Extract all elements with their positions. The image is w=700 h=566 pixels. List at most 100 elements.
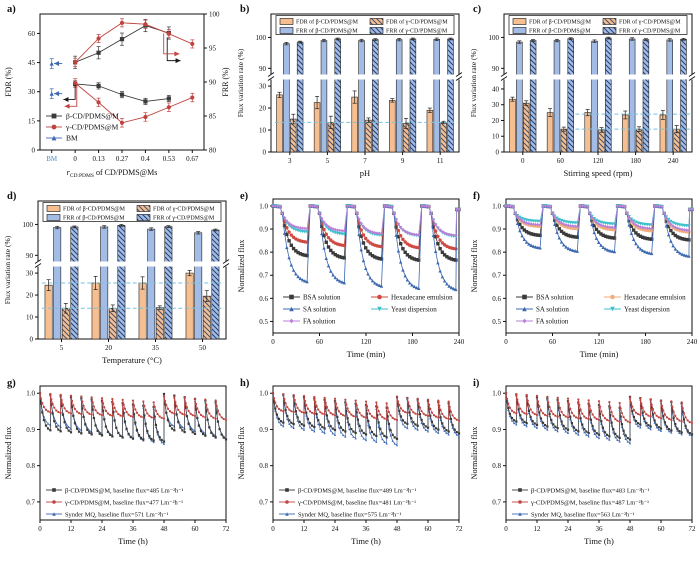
svg-text:30: 30 [26, 270, 34, 278]
svg-text:Hexadecane emulsion: Hexadecane emulsion [624, 294, 686, 302]
svg-text:7: 7 [363, 157, 367, 165]
error-bars [46, 224, 218, 314]
svg-text:e): e) [240, 191, 249, 202]
svg-text:5: 5 [60, 344, 64, 352]
svg-text:0: 0 [521, 157, 525, 165]
panel-i-chart: 0 12 24 36 48 60 72 0.7 0.8 0.9 1.0 Time (h) Normali… [470, 378, 697, 546]
svg-text:12: 12 [301, 525, 309, 533]
svg-text:72: 72 [689, 525, 697, 533]
svg-text:Time (h): Time (h) [351, 536, 381, 546]
panel-g: 0 12 24 36 48 60 72 0.7 0.8 0.9 1.0 Time (h) Normali… [0, 374, 233, 561]
svg-text:12: 12 [534, 525, 542, 533]
panel-g-chart: 0 12 24 36 48 60 72 0.7 0.8 0.9 1.0 Time (h) Normali… [4, 378, 230, 546]
svg-text:0.8: 0.8 [259, 462, 268, 470]
svg-text:0: 0 [32, 147, 36, 155]
series-BM [49, 58, 54, 99]
panel-a-content: 0 15 30 45 60 80 85 90 95 100 BM 0 0.13 0.27 0.4 0.53 0.… [4, 11, 230, 180]
svg-text:h): h) [240, 378, 250, 389]
svg-text:180: 180 [640, 338, 651, 346]
svg-text:60: 60 [549, 338, 557, 346]
svg-text:pH: pH [360, 168, 370, 178]
svg-text:b): b) [240, 4, 250, 15]
svg-text:36: 36 [363, 525, 371, 533]
svg-text:48: 48 [394, 525, 402, 533]
svg-text:20: 20 [259, 105, 267, 113]
legend: β-CD/PDMS@M, baseline flux=489 Lm⁻²h⁻¹ γ-… [279, 487, 417, 518]
svg-text:Normalized flux: Normalized flux [4, 427, 13, 480]
legend: FDR of β-CD/PDMS@M FRR of β-CD/PDMS@M FDR … [275, 15, 455, 35]
svg-text:0.7: 0.7 [492, 498, 501, 506]
svg-text:Stirring speed (rpm): Stirring speed (rpm) [564, 168, 633, 178]
svg-text:FRR (%): FRR (%) [221, 67, 230, 96]
svg-text:FDR of β-CD/PDMS@M: FDR of β-CD/PDMS@M [296, 19, 359, 26]
legend: β-CD/PDMS@M, baseline flux=483 Lm⁻²h⁻¹ γ-… [512, 487, 650, 518]
svg-text:50: 50 [199, 344, 207, 352]
svg-text:60: 60 [28, 30, 36, 38]
svg-text:a): a) [7, 4, 16, 15]
svg-text:0.4: 0.4 [141, 155, 150, 163]
svg-text:9: 9 [401, 157, 405, 165]
panel-f-chart: 0 60 120 180 240 0.5 0.6 0.7 0.8 0.9 1.0 Time (min)… [470, 191, 698, 359]
series-γ-CD/PDMS@M, baseline flux=481 Lm⁻²h⁻¹ [271, 392, 461, 422]
svg-text:60: 60 [658, 525, 666, 533]
svg-text:Time (h): Time (h) [118, 536, 148, 546]
error-bars [510, 36, 686, 134]
svg-text:90: 90 [492, 65, 500, 73]
series-FRR of γ-CD/PDMS@M [73, 18, 195, 67]
svg-text:90: 90 [209, 79, 217, 87]
svg-text:γ-CD/PDMS@M, baseline flux=481: γ-CD/PDMS@M, baseline flux=481 Lm⁻²h⁻¹ [297, 499, 416, 506]
panel-i-content: 0 12 24 36 48 60 72 0.7 0.8 0.9 1.0 Time (h) Normali… [470, 385, 697, 546]
svg-text:120: 120 [593, 157, 604, 165]
svg-text:0: 0 [496, 149, 500, 157]
svg-text:0.67: 0.67 [186, 155, 199, 163]
panel-e-chart: 0 60 120 180 240 0.5 0.6 0.7 0.8 0.9 1.0 Time (min)… [237, 191, 465, 359]
svg-text:FRR of γ-CD/PDMS@M: FRR of γ-CD/PDMS@M [619, 28, 681, 35]
axes: 0 60 120 180 240 0.5 0.6 0.7 0.8 0.9 1.0 Time (min)… [237, 202, 465, 359]
svg-text:g): g) [7, 378, 16, 389]
svg-text:120: 120 [594, 338, 605, 346]
svg-text:0.7: 0.7 [492, 272, 501, 280]
svg-text:FDR (%): FDR (%) [4, 67, 13, 97]
panel-a: 0 15 30 45 60 80 85 90 95 100 BM 0 0.13 0.27 0.4 0.53 0.… [0, 0, 233, 187]
svg-text:0.53: 0.53 [163, 155, 176, 163]
svg-text:0.9: 0.9 [492, 426, 501, 434]
svg-text:60: 60 [425, 525, 433, 533]
svg-text:30: 30 [259, 83, 267, 91]
svg-text:Synder MQ, baseline flux=563 L: Synder MQ, baseline flux=563 Lm⁻²h⁻¹ [531, 511, 635, 518]
svg-text:Synder MQ, baseline flux=575 L: Synder MQ, baseline flux=575 Lm⁻²h⁻¹ [298, 511, 402, 518]
svg-text:60: 60 [316, 338, 324, 346]
svg-text:48: 48 [627, 525, 635, 533]
svg-text:FRR of β-CD/PDMS@M: FRR of β-CD/PDMS@M [63, 215, 125, 222]
svg-text:100: 100 [209, 11, 220, 19]
svg-text:d): d) [7, 191, 17, 202]
svg-text:1.0: 1.0 [259, 202, 268, 210]
svg-text:SA solution: SA solution [303, 306, 336, 314]
svg-text:240: 240 [687, 338, 698, 346]
svg-text:FDR of γ-CD/PDMS@M: FDR of γ-CD/PDMS@M [619, 19, 681, 26]
panel-g-content: 0 12 24 36 48 60 72 0.7 0.8 0.9 1.0 Time (h) Normali… [4, 385, 230, 546]
svg-text:γ-CD/PDMS@M, baseline flux=477: γ-CD/PDMS@M, baseline flux=477 Lm⁻²h⁻¹ [64, 499, 183, 506]
svg-text:60: 60 [192, 525, 200, 533]
panel-h-content: 0 12 24 36 48 60 72 0.7 0.8 0.9 1.0 Time (h) Normali… [237, 385, 463, 546]
svg-text:Time (min): Time (min) [580, 349, 619, 359]
svg-text:FDR of γ-CD/PDMS@M: FDR of γ-CD/PDMS@M [153, 206, 215, 213]
svg-text:0.8: 0.8 [492, 249, 501, 257]
svg-text:180: 180 [407, 338, 418, 346]
svg-text:20: 20 [26, 292, 34, 300]
svg-text:0: 0 [38, 525, 42, 533]
svg-text:BM: BM [66, 134, 78, 143]
bars [276, 38, 454, 153]
svg-text:Normalized flux: Normalized flux [237, 240, 246, 293]
svg-text:BM: BM [46, 155, 58, 163]
svg-text:36: 36 [130, 525, 138, 533]
series-FRR of β-CD/PDMS@M [283, 38, 440, 153]
svg-text:Normalized flux: Normalized flux [470, 240, 479, 293]
axis-break-marks [500, 72, 696, 81]
axes: 0 60 120 180 240 0.5 0.6 0.7 0.8 0.9 1.0 Time (min)… [470, 202, 698, 359]
svg-text:Yeast dispersion: Yeast dispersion [391, 306, 437, 314]
svg-text:BSA solution: BSA solution [536, 294, 574, 302]
svg-text:0.6: 0.6 [492, 295, 501, 303]
svg-text:FDR of β-CD/PDMS@M: FDR of β-CD/PDMS@M [529, 19, 592, 26]
svg-text:β-CD/PDMS@M, baseline flux=485: β-CD/PDMS@M, baseline flux=485 Lm⁻²h⁻¹ [65, 487, 184, 494]
